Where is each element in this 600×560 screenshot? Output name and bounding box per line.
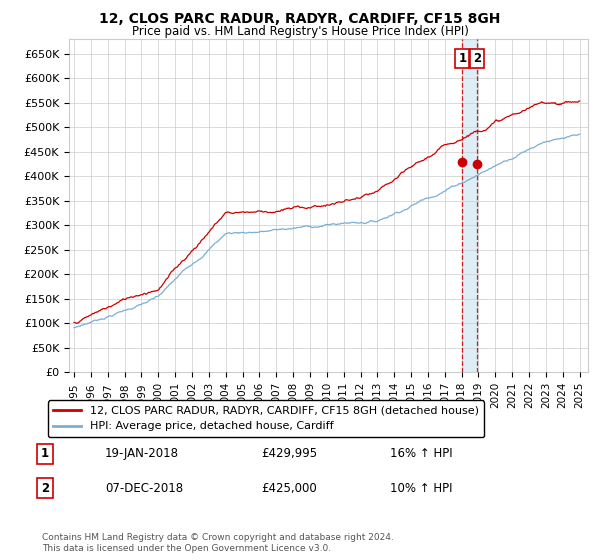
- Text: 10% ↑ HPI: 10% ↑ HPI: [390, 482, 452, 495]
- Text: Contains HM Land Registry data © Crown copyright and database right 2024.
This d: Contains HM Land Registry data © Crown c…: [42, 533, 394, 553]
- Text: 2: 2: [473, 52, 481, 66]
- Text: 1: 1: [458, 52, 467, 66]
- Text: 1: 1: [41, 447, 49, 460]
- Text: £429,995: £429,995: [261, 447, 317, 460]
- Text: Price paid vs. HM Land Registry's House Price Index (HPI): Price paid vs. HM Land Registry's House …: [131, 25, 469, 38]
- Legend: 12, CLOS PARC RADUR, RADYR, CARDIFF, CF15 8GH (detached house), HPI: Average pri: 12, CLOS PARC RADUR, RADYR, CARDIFF, CF1…: [47, 400, 484, 437]
- Bar: [463, 39, 477, 372]
- Text: £425,000: £425,000: [261, 482, 317, 495]
- Text: 12, CLOS PARC RADUR, RADYR, CARDIFF, CF15 8GH: 12, CLOS PARC RADUR, RADYR, CARDIFF, CF1…: [100, 12, 500, 26]
- Text: 16% ↑ HPI: 16% ↑ HPI: [390, 447, 452, 460]
- Text: 07-DEC-2018: 07-DEC-2018: [105, 482, 183, 495]
- Text: 19-JAN-2018: 19-JAN-2018: [105, 447, 179, 460]
- Text: 2: 2: [41, 482, 49, 495]
